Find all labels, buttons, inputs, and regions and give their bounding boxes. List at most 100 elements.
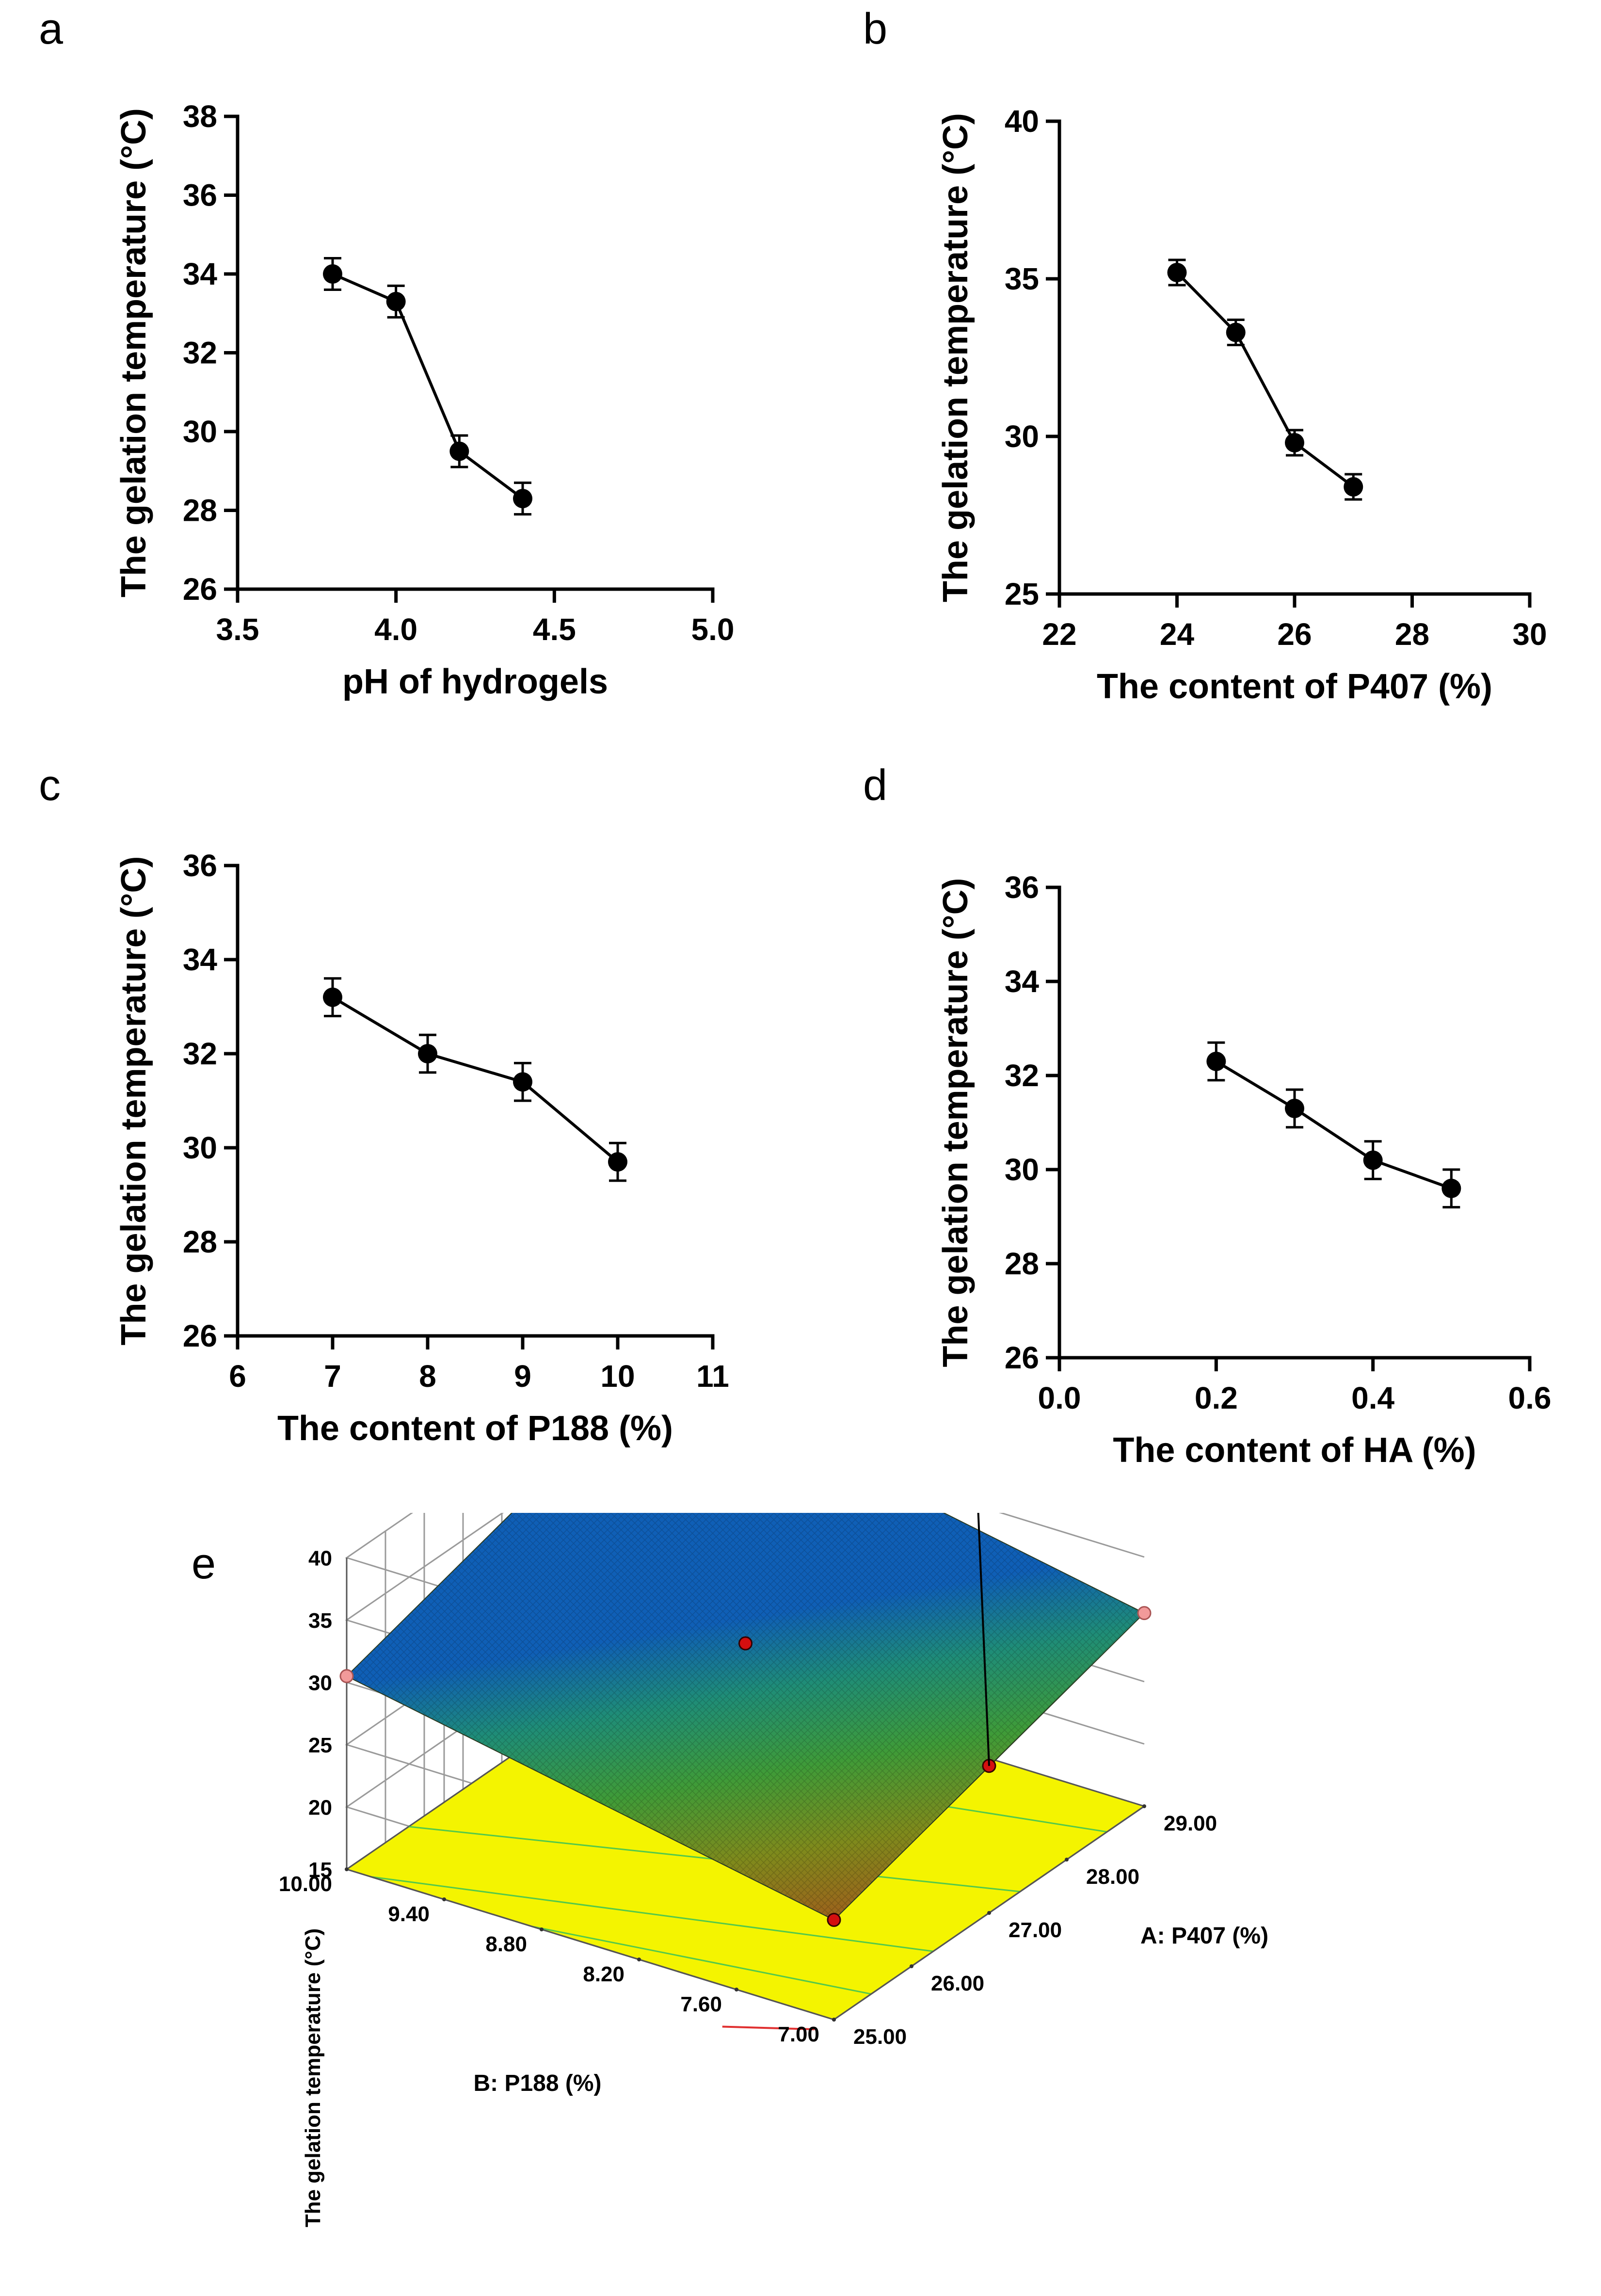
design-point bbox=[1137, 1606, 1152, 1621]
data-point bbox=[449, 441, 469, 461]
panel-label-d: d bbox=[863, 761, 887, 810]
x-tick-label: 0.6 bbox=[1508, 1381, 1552, 1415]
b-tick-label: 10.00 bbox=[279, 1872, 332, 1896]
b-tick-mark bbox=[637, 1958, 641, 1961]
data-point bbox=[323, 264, 342, 284]
x-tick-label: 3.5 bbox=[216, 612, 259, 647]
z-tick-label: 15 bbox=[308, 1858, 332, 1882]
contour-line bbox=[371, 1876, 933, 1952]
contour-line bbox=[722, 2025, 815, 2030]
panel-label-a: a bbox=[39, 5, 64, 53]
b-tick-mark bbox=[832, 2018, 836, 2022]
x-tick-label: 26 bbox=[1277, 617, 1312, 652]
series-line-c bbox=[332, 996, 619, 1163]
y-tick-label: 40 bbox=[1005, 104, 1039, 139]
series-line-b bbox=[1176, 271, 1355, 488]
chart-panel-d: d 26 28 30 32 34 36 0.0 0.2 0.4 0.6 The content of … bbox=[824, 756, 1600, 1513]
y-tick-label: 28 bbox=[183, 1224, 217, 1259]
x-tick-label: 7 bbox=[324, 1359, 341, 1394]
data-point bbox=[1206, 1051, 1226, 1071]
y-tick-label: 34 bbox=[1005, 964, 1040, 999]
x-axis-title-a: pH of hydrogels bbox=[342, 662, 608, 701]
chart-panel-c: c 26 28 30 32 34 36 6 7 8 9 10 11 The content of P188… bbox=[0, 756, 795, 1513]
x-tick-label: 6 bbox=[229, 1359, 246, 1394]
b-tick-label: 8.80 bbox=[485, 1932, 527, 1956]
design-point bbox=[339, 1669, 354, 1684]
contour-line bbox=[531, 1926, 872, 1995]
x-axis-title-d: The content of HA (%) bbox=[1113, 1431, 1476, 1470]
y-tick-label: 34 bbox=[183, 942, 218, 977]
data-point bbox=[1285, 1098, 1304, 1118]
axes-c bbox=[236, 864, 715, 1338]
z-axis-title: The gelation temperature (°C) bbox=[301, 1928, 325, 2228]
x-tick-label: 4.0 bbox=[374, 612, 417, 647]
y-tick-label: 30 bbox=[1005, 419, 1039, 454]
panel-label-e: e bbox=[192, 1540, 216, 1588]
a-tick-label: 27.00 bbox=[1009, 1918, 1062, 1942]
data-point bbox=[1285, 433, 1304, 452]
x-axis-title-c: The content of P188 (%) bbox=[277, 1409, 673, 1448]
axes-a bbox=[236, 114, 715, 591]
y-tick-label: 28 bbox=[183, 493, 217, 528]
a-tick-mark bbox=[1065, 1858, 1069, 1862]
a-tick-mark bbox=[987, 1911, 991, 1915]
b-tick-mark bbox=[540, 1927, 544, 1931]
b-tick-mark bbox=[735, 1988, 738, 1991]
design-point bbox=[827, 1912, 841, 1927]
panel-label-c: c bbox=[39, 761, 61, 810]
b-tick-label: 9.40 bbox=[388, 1902, 430, 1926]
chart-c-svg: c 26 28 30 32 34 36 6 7 8 9 10 11 The content of P188… bbox=[39, 761, 729, 1448]
y-tick-label: 38 bbox=[183, 99, 217, 134]
b-tick-mark bbox=[442, 1897, 446, 1901]
b-axis-title: B: P188 (%) bbox=[473, 2071, 601, 2096]
x-tick-label: 9 bbox=[514, 1359, 531, 1394]
y-tick-label: 32 bbox=[1005, 1058, 1039, 1093]
z-tick-label: 25 bbox=[308, 1734, 332, 1757]
chart-b-svg: b 25 30 35 40 22 24 26 28 30 The content of P407 (… bbox=[863, 5, 1547, 706]
y-tick-label: 36 bbox=[1005, 870, 1039, 905]
data-point bbox=[418, 1044, 437, 1063]
b-tick-label: 8.20 bbox=[583, 1962, 624, 1986]
chart-panel-b: b 25 30 35 40 22 24 26 28 30 The content of P407 (… bbox=[824, 0, 1600, 756]
data-point bbox=[1441, 1178, 1461, 1198]
x-tick-label: 22 bbox=[1042, 617, 1076, 652]
y-tick-label: 32 bbox=[183, 1036, 217, 1071]
y-axis-title-a: The gelation temperature (°C) bbox=[114, 108, 153, 597]
data-point bbox=[513, 1072, 532, 1092]
series-line-a bbox=[332, 273, 524, 500]
surface-mesh bbox=[347, 1513, 1144, 1920]
chart-d-svg: d 26 28 30 32 34 36 0.0 0.2 0.4 0.6 The content of … bbox=[863, 761, 1552, 1470]
data-point bbox=[1167, 263, 1187, 282]
b-tick-label: 7.00 bbox=[778, 2023, 819, 2046]
y-axis-title-b: The gelation temperature (°C) bbox=[936, 113, 975, 602]
chart-e-svg: e 25.00 26.00 27.00 28.00 29.00 7.00 7.60 8.20 8.… bbox=[192, 1513, 1268, 2228]
y-tick-label: 26 bbox=[183, 572, 217, 607]
z-tick-label: 40 bbox=[308, 1547, 332, 1571]
x-tick-label: 30 bbox=[1512, 617, 1547, 652]
a-tick-label: 26.00 bbox=[931, 1972, 984, 1995]
x-tick-label: 0.2 bbox=[1195, 1381, 1238, 1415]
data-point bbox=[513, 489, 532, 509]
data-point bbox=[323, 987, 342, 1007]
x-tick-label: 10 bbox=[600, 1359, 635, 1394]
y-tick-label: 30 bbox=[1005, 1152, 1039, 1187]
a-axis-title: A: P407 (%) bbox=[1140, 1923, 1268, 1949]
b-axis-line bbox=[346, 1868, 834, 2021]
x-tick-label: 0.4 bbox=[1351, 1381, 1394, 1415]
y-tick-label: 26 bbox=[1005, 1340, 1039, 1375]
z-tick-label: 30 bbox=[308, 1671, 332, 1695]
y-tick-label: 36 bbox=[183, 178, 217, 213]
y-tick-label: 35 bbox=[1005, 261, 1039, 296]
data-point bbox=[1226, 322, 1246, 342]
x-tick-label: 24 bbox=[1160, 617, 1195, 652]
y-tick-label: 34 bbox=[183, 257, 218, 291]
y-axis-title-c: The gelation temperature (°C) bbox=[114, 856, 153, 1346]
y-tick-label: 32 bbox=[183, 336, 217, 370]
x-axis-title-b: The content of P407 (%) bbox=[1097, 667, 1492, 706]
b-tick-mark bbox=[345, 1867, 349, 1871]
z-tick-label: 20 bbox=[308, 1796, 332, 1820]
data-point bbox=[1363, 1150, 1383, 1170]
chart-panel-e: e 25.00 26.00 27.00 28.00 29.00 7.00 7.60 8.20 8.… bbox=[0, 1513, 1601, 2296]
y-tick-label: 30 bbox=[183, 414, 217, 449]
y-tick-label: 25 bbox=[1005, 577, 1039, 611]
